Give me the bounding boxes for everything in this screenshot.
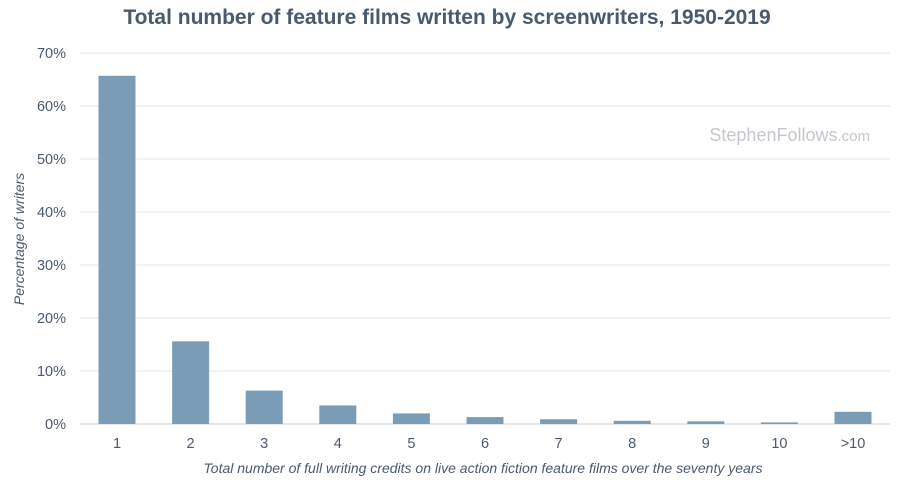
bar <box>760 422 798 424</box>
y-tick-label: 70% <box>37 46 66 62</box>
x-tick-label: 2 <box>187 436 195 452</box>
bar <box>392 413 430 424</box>
y-axis-ticks: 0% 10% 20% 30% 40% 50% 60% 70% <box>37 46 66 433</box>
x-tick-label: 5 <box>407 436 415 452</box>
x-axis-label: Total number of full writing credits on … <box>204 460 763 476</box>
gridlines <box>80 52 890 425</box>
watermark: StephenFollows.com <box>709 125 870 145</box>
x-tick-label: 6 <box>481 436 489 452</box>
x-tick-label: >10 <box>841 436 866 452</box>
x-tick-label: 7 <box>555 436 563 452</box>
bar <box>319 405 357 424</box>
x-tick-label: 3 <box>260 436 268 452</box>
y-tick-label: 50% <box>37 152 66 168</box>
x-tick-label: 10 <box>771 436 787 452</box>
watermark-tld: .com <box>837 128 870 145</box>
x-axis-ticks: 1 2 3 4 5 6 7 8 9 10 >10 <box>113 436 865 452</box>
x-tick-label: 1 <box>113 436 121 452</box>
y-tick-label: 10% <box>37 364 66 380</box>
bar <box>98 75 136 424</box>
bar <box>245 390 283 424</box>
bar <box>834 411 872 424</box>
y-tick-label: 20% <box>37 311 66 327</box>
bar <box>540 419 578 424</box>
watermark-main: StephenFollows <box>709 125 837 145</box>
x-tick-label: 8 <box>628 436 636 452</box>
bar <box>172 341 210 424</box>
bar <box>687 421 725 424</box>
y-tick-label: 60% <box>37 99 66 115</box>
bars <box>98 75 872 424</box>
x-tick-label: 9 <box>702 436 710 452</box>
bar <box>466 417 504 424</box>
y-tick-label: 40% <box>37 205 66 221</box>
y-tick-label: 0% <box>45 417 66 433</box>
x-tick-label: 4 <box>334 436 342 452</box>
y-tick-label: 30% <box>37 258 66 274</box>
bar <box>613 420 651 424</box>
y-axis-label: Percentage of writers <box>11 173 27 305</box>
chart-title: Total number of feature films written by… <box>123 6 770 29</box>
